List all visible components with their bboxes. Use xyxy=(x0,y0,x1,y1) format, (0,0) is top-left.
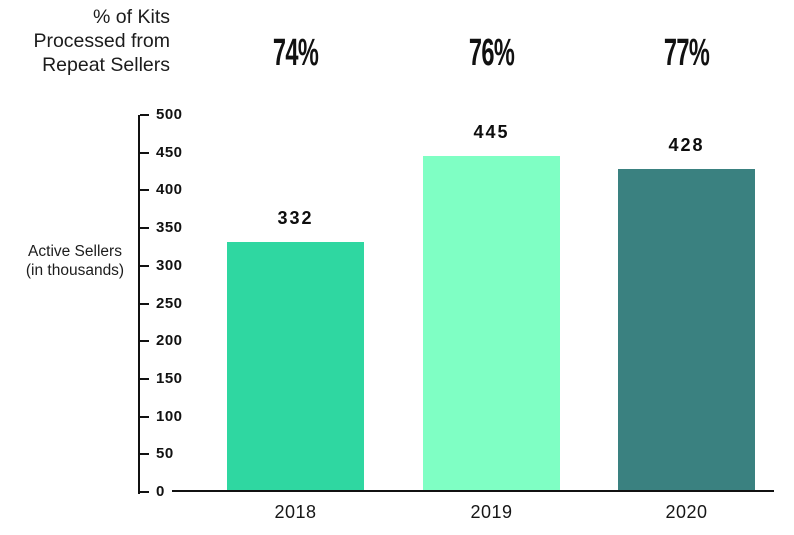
y-axis-line xyxy=(138,115,140,494)
pct-text: 74% xyxy=(272,31,319,74)
y-tick-label: 100 xyxy=(156,407,183,425)
y-tick-label: 450 xyxy=(156,143,183,161)
y-tick-label: 250 xyxy=(156,294,183,312)
y-tick-label: 400 xyxy=(156,181,183,199)
y-tick-mark xyxy=(140,227,149,230)
bar-value-label: 332 xyxy=(277,207,314,228)
y-tick-label: 300 xyxy=(156,256,183,274)
y-tick-mark xyxy=(140,415,149,418)
y-axis-title: Active Sellers (in thousands) xyxy=(25,243,125,279)
y-tick-mark xyxy=(140,189,149,192)
y-tick-label: 50 xyxy=(156,445,174,463)
bar-2019 xyxy=(423,156,560,490)
y-tick-label: 150 xyxy=(156,369,183,387)
x-axis-label-2019: 2019 xyxy=(470,502,513,522)
repeat-seller-pct-label: 76% xyxy=(422,30,562,76)
y-tick-mark xyxy=(140,377,149,380)
y-tick-mark xyxy=(140,114,149,116)
y-tick-label: 500 xyxy=(156,106,183,123)
repeat-seller-pct-label: 77% xyxy=(617,30,757,76)
bar-value-label: 428 xyxy=(668,135,705,156)
x-axis-label-2020: 2020 xyxy=(665,502,708,522)
bar-2018 xyxy=(227,241,364,490)
y-tick-mark xyxy=(140,302,149,305)
bar-value-label: 445 xyxy=(473,122,510,143)
y-tick-mark xyxy=(140,491,149,493)
y-tick-label: 350 xyxy=(156,219,183,237)
repeat-seller-pct-label: 74% xyxy=(226,30,366,76)
pct-text: 77% xyxy=(663,31,710,74)
y-tick-mark xyxy=(140,264,149,267)
bar-2020 xyxy=(618,169,755,490)
y-tick-mark xyxy=(140,453,149,456)
y-tick-label: 0 xyxy=(156,483,165,500)
y-tick-mark xyxy=(140,151,149,154)
pct-text: 76% xyxy=(468,31,515,74)
y-tick-label: 200 xyxy=(156,332,183,350)
y-tick-mark xyxy=(140,340,149,343)
x-axis-line xyxy=(172,490,774,492)
x-axis-label-2018: 2018 xyxy=(274,502,317,522)
chart-kicker: % of Kits Processed from Repeat Sellers xyxy=(33,6,170,76)
